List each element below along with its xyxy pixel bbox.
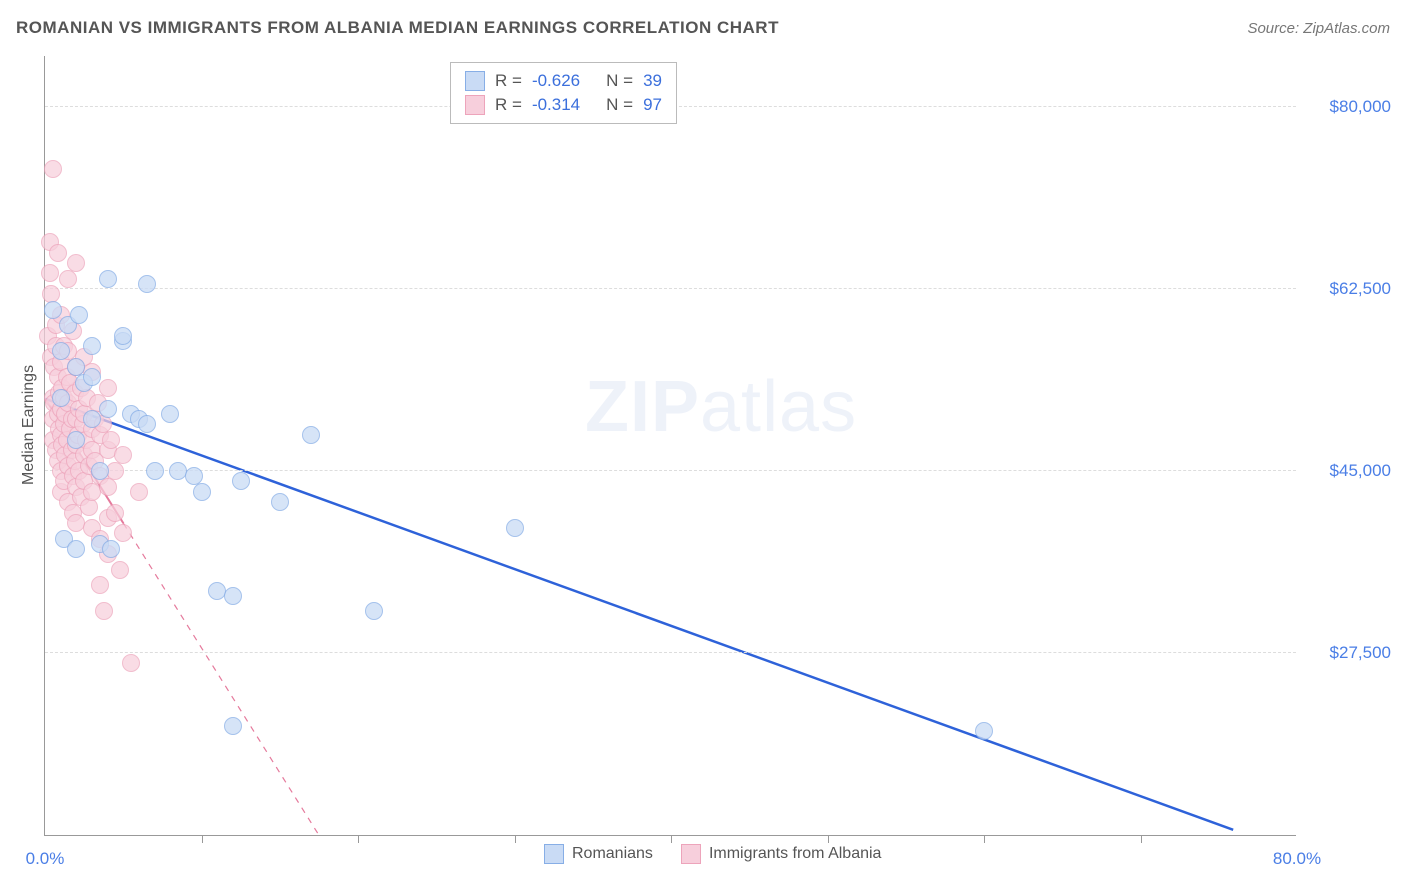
stats-row: R = -0.314 N = 97 [465,93,662,117]
scatter-point [106,462,124,480]
y-tick-label: $27,500 [1306,643,1391,663]
scatter-point [99,400,117,418]
trend-line-extension [123,523,318,835]
scatter-point [80,498,98,516]
scatter-point [106,504,124,522]
stat-n-value: 39 [643,71,662,91]
scatter-point [114,446,132,464]
scatter-point [102,431,120,449]
trend-line-extension [983,739,1233,830]
chart-container: ROMANIAN VS IMMIGRANTS FROM ALBANIA MEDI… [0,0,1406,892]
stat-n-label: N = [606,95,633,115]
stat-r-label: R = [495,71,522,91]
watermark: ZIPatlas [585,366,857,448]
scatter-point [70,306,88,324]
scatter-point [41,264,59,282]
scatter-point [44,160,62,178]
chart-title: ROMANIAN VS IMMIGRANTS FROM ALBANIA MEDI… [16,18,779,38]
scatter-point [122,654,140,672]
y-tick-label: $45,000 [1306,461,1391,481]
scatter-point [114,327,132,345]
legend-item: Romanians [544,844,653,864]
scatter-point [52,389,70,407]
scatter-point [224,587,242,605]
scatter-point [67,431,85,449]
y-axis-label: Median Earnings [20,365,38,485]
x-tick [828,835,829,843]
scatter-point [44,301,62,319]
scatter-point [232,472,250,490]
scatter-point [271,493,289,511]
stat-r-value: -0.626 [532,71,580,91]
scatter-point [99,478,117,496]
scatter-point [91,576,109,594]
scatter-point [506,519,524,537]
x-tick [671,835,672,843]
scatter-point [102,540,120,558]
stats-row: R = -0.626 N = 39 [465,69,662,93]
scatter-point [114,524,132,542]
stat-r-label: R = [495,95,522,115]
stats-legend-box: R = -0.626 N = 39 R = -0.314 N = 97 [450,62,677,124]
bottom-legend: Romanians Immigrants from Albania [544,844,881,864]
gridline [45,470,1296,471]
x-tick-label: 80.0% [1273,849,1321,869]
scatter-point [83,410,101,428]
x-tick [984,835,985,843]
legend-swatch [465,71,485,91]
trend-line-solid [45,399,983,739]
gridline [45,652,1296,653]
scatter-point [49,244,67,262]
legend-swatch [681,844,701,864]
x-tick-label: 0.0% [26,849,65,869]
legend-swatch [544,844,564,864]
scatter-point [193,483,211,501]
gridline [45,288,1296,289]
plot-area: ZIPatlas $80,000$62,500$45,000$27,5000.0… [44,56,1296,836]
legend-item: Immigrants from Albania [681,844,882,864]
scatter-point [99,379,117,397]
scatter-point [146,462,164,480]
scatter-point [67,540,85,558]
legend-label: Immigrants from Albania [709,845,882,863]
legend-label: Romanians [572,845,653,863]
x-tick [202,835,203,843]
x-tick [1141,835,1142,843]
scatter-point [224,717,242,735]
scatter-point [130,483,148,501]
scatter-point [138,275,156,293]
x-tick [358,835,359,843]
chart-header: ROMANIAN VS IMMIGRANTS FROM ALBANIA MEDI… [16,14,1390,42]
scatter-point [99,270,117,288]
x-tick [515,835,516,843]
stat-n-value: 97 [643,95,662,115]
scatter-point [975,722,993,740]
scatter-point [83,368,101,386]
scatter-point [52,342,70,360]
stat-n-label: N = [606,71,633,91]
scatter-point [365,602,383,620]
y-tick-label: $80,000 [1306,97,1391,117]
scatter-point [138,415,156,433]
scatter-point [111,561,129,579]
scatter-point [302,426,320,444]
chart-source: Source: ZipAtlas.com [1247,20,1390,37]
scatter-point [67,254,85,272]
scatter-point [95,602,113,620]
scatter-point [59,270,77,288]
scatter-point [91,462,109,480]
scatter-point [161,405,179,423]
legend-swatch [465,95,485,115]
watermark-zip: ZIP [585,367,700,447]
y-tick-label: $62,500 [1306,279,1391,299]
stat-r-value: -0.314 [532,95,580,115]
watermark-atlas: atlas [700,367,857,447]
scatter-point [83,337,101,355]
